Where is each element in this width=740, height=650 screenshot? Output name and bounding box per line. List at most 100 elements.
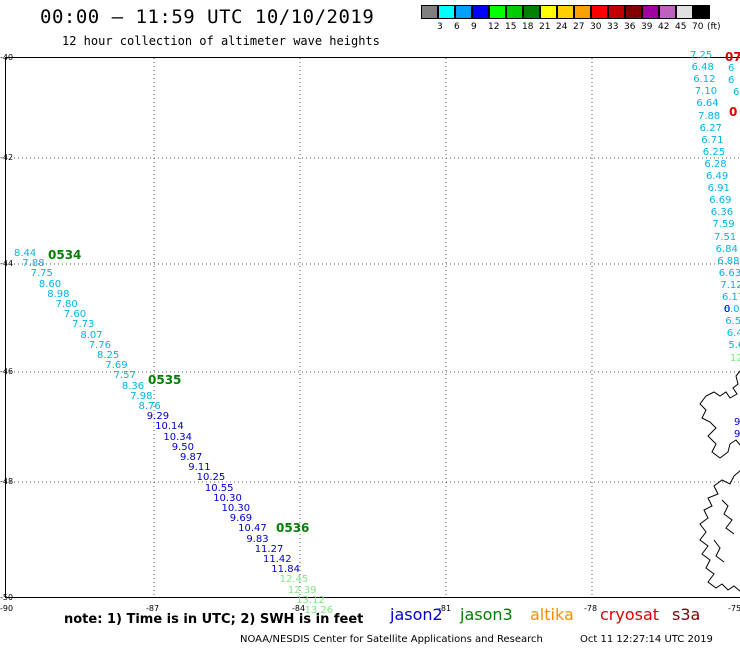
lon-label: -87: [146, 604, 160, 613]
time-marker: 0534: [48, 248, 82, 262]
legend-swatch: [659, 5, 676, 19]
wave-value: 6.4: [726, 328, 740, 340]
wave-value: 6.5: [725, 316, 740, 328]
wave-value: 6.48: [691, 62, 714, 74]
legend-swatch: [642, 5, 659, 19]
wave-value: 8.36: [121, 380, 145, 392]
wave-value: 6.25: [702, 146, 726, 158]
lon-label: -78: [584, 604, 598, 613]
lat-label: -40: [0, 53, 14, 62]
wave-value: 7.88: [22, 258, 45, 270]
wave-value-partial: 6: [733, 87, 740, 98]
wave-value: 6.69: [709, 195, 732, 207]
wave-value: 6.17: [722, 292, 740, 303]
legend-swatch: [676, 5, 693, 19]
satellite-s3a: s3a: [672, 605, 701, 624]
wave-value-partial: 9: [734, 429, 740, 440]
wave-value: 7.60: [63, 309, 87, 321]
wave-value: 6.12: [693, 74, 716, 86]
wave-value: 11.84: [271, 564, 300, 576]
lon-label: -81: [438, 604, 452, 613]
legend-label: 18: [522, 22, 534, 32]
wave-value: 10.55: [204, 482, 234, 494]
wave-value: 7.51: [714, 231, 737, 243]
legend-swatch: [693, 5, 710, 19]
page-title: 00:00 – 11:59 UTC 10/10/2019: [40, 6, 375, 28]
legend-label: (ft): [707, 22, 721, 32]
legend-label: 70: [692, 22, 704, 32]
wave-value-partial: 9: [734, 417, 740, 428]
satellite-altika: altika: [530, 605, 574, 624]
wave-value: 12.0: [730, 352, 740, 364]
legend-swatch: [608, 5, 625, 19]
legend-swatch: [421, 5, 438, 19]
wave-value: 6.63: [718, 267, 740, 279]
coastline: [699, 370, 740, 592]
lat-label: -50: [0, 593, 14, 602]
wave-value: 6.88: [717, 255, 740, 267]
wave-value: 8.76: [138, 401, 161, 412]
wave-value: 7.73: [72, 319, 95, 331]
wave-value: 7.57: [113, 370, 136, 382]
color-legend: [421, 5, 710, 19]
wave-value: 6.04: [723, 304, 740, 316]
wave-value: 10.25: [196, 472, 226, 484]
lat-label: -46: [0, 367, 14, 376]
wave-value: 10.34: [163, 431, 193, 443]
legend-swatch: [438, 5, 455, 19]
credit-text: NOAA/NESDIS Center for Satellite Applica…: [240, 634, 543, 645]
wave-value: 8.07: [80, 329, 103, 341]
legend-label: 33: [607, 22, 619, 32]
wave-value: 7.88: [698, 110, 721, 122]
wave-value: 6.64: [696, 98, 719, 110]
wave-value: 7.98: [130, 390, 153, 402]
lon-label: -90: [0, 604, 14, 613]
legend-swatch: [489, 5, 506, 19]
lon-label: -84: [292, 604, 306, 613]
wave-value: 9.69: [229, 513, 253, 525]
legend-swatch: [506, 5, 523, 19]
legend-label: 9: [471, 22, 477, 32]
wave-value: 6.84: [715, 243, 738, 255]
legend-swatch: [625, 5, 642, 19]
wave-value: 13.26: [304, 605, 334, 616]
wave-value: 10.30: [213, 492, 242, 504]
wave-value: 9.11: [188, 462, 211, 474]
wave-value-partial: 07: [725, 50, 740, 64]
wave-value-partial: 0: [729, 105, 738, 119]
map-frame: [5, 57, 740, 598]
legend-swatch: [574, 5, 591, 19]
wave-value: 7.59: [712, 219, 735, 231]
legend-label: 6: [454, 22, 460, 32]
wave-value: 6.27: [699, 122, 722, 134]
legend-label: 42: [658, 22, 670, 32]
legend-swatch: [472, 5, 489, 19]
legend-label: 27: [573, 22, 585, 32]
lat-label: -44: [0, 259, 14, 268]
legend-swatch: [455, 5, 472, 19]
timestamp-text: Oct 11 12:27:14 UTC 2019: [580, 634, 713, 645]
wave-value: 9.29: [146, 411, 170, 423]
satellite-jason2: jason2: [390, 605, 443, 624]
wave-value: 6.91: [707, 183, 730, 195]
satellite-jason3: jason3: [460, 605, 513, 624]
legend-label: 39: [641, 22, 653, 32]
time-marker: 0536: [276, 521, 310, 535]
legend-swatch: [540, 5, 557, 19]
wave-value: 7.80: [55, 299, 78, 310]
legend-swatch: [523, 5, 540, 19]
legend-label: 36: [624, 22, 636, 32]
wave-value: 5.6: [728, 340, 740, 352]
wave-value: 7.12: [720, 279, 740, 291]
lat-label: -48: [0, 477, 14, 486]
wave-value-partial: 6: [728, 75, 735, 86]
lat-label: -42: [0, 153, 14, 162]
wave-value: 12.39: [287, 584, 317, 596]
time-marker: 0535: [148, 373, 182, 387]
page-subtitle: 12 hour collection of altimeter wave hei…: [62, 34, 380, 48]
wave-value: 6.36: [710, 207, 734, 219]
wave-value: 6.28: [704, 158, 727, 170]
wave-value: 7.76: [88, 339, 111, 351]
